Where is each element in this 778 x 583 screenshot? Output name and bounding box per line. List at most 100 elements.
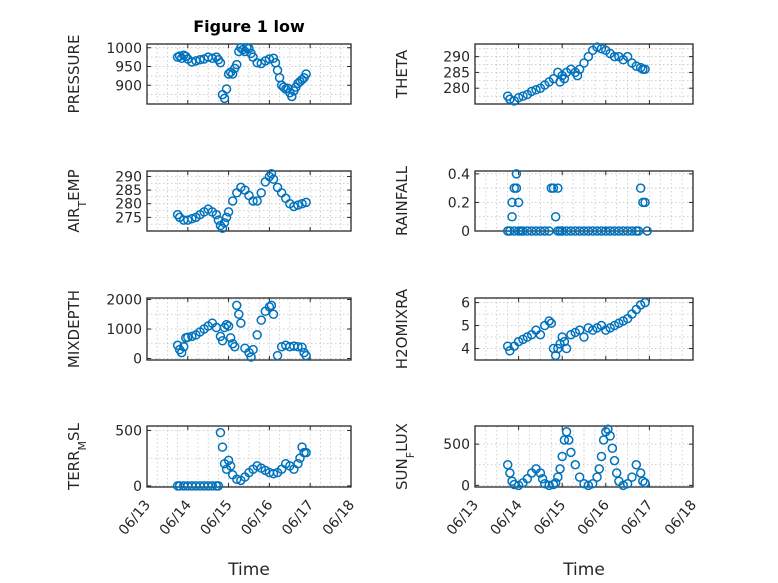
data-point	[223, 455, 234, 466]
y-tick-label: 950	[115, 60, 142, 76]
data-point	[183, 215, 193, 225]
data-point	[540, 478, 550, 489]
data-point	[638, 476, 648, 486]
data-point	[611, 468, 622, 478]
subplot-1: 900 950 1000 PRESSURE Figure 1 low	[65, 17, 352, 114]
data-point	[195, 55, 205, 65]
y-axis-label: RAINFALL	[393, 165, 411, 236]
data-point	[225, 461, 236, 471]
subplot-8: 0 500 06/13 06/14 06/15 06/16 06/17 06/18 Time SU…	[393, 423, 700, 580]
x-tick-label: 06/14	[157, 497, 195, 538]
data-point	[252, 196, 262, 206]
data-point	[172, 209, 183, 220]
y-tick-label: 0	[133, 352, 142, 368]
data-point	[297, 198, 307, 209]
x-tick-label: 06/15	[197, 497, 235, 538]
data-point	[518, 91, 528, 101]
x-tick-label: 06/16	[238, 497, 276, 538]
data-point	[640, 64, 650, 75]
data-point	[596, 451, 607, 462]
data-point	[598, 435, 609, 445]
data-point	[227, 69, 238, 79]
x-tick-label: 06/13	[116, 497, 154, 538]
data-point	[293, 458, 303, 469]
data-point	[207, 481, 218, 491]
data-point	[268, 53, 279, 63]
data-point	[234, 309, 244, 319]
y-tick-label: 1000	[106, 322, 142, 338]
y-tick-label: 900	[115, 78, 142, 94]
y-tick-label: 0	[461, 224, 470, 240]
data-point	[287, 91, 297, 102]
y-axis-label: SUNFLUX	[393, 423, 417, 490]
y-axis-label: PRESSURE	[65, 35, 83, 114]
data-point	[181, 51, 191, 62]
y-tick-label: 280	[443, 81, 470, 97]
data-point	[183, 332, 193, 343]
data-point	[526, 86, 537, 97]
data-point	[570, 459, 581, 470]
subplot-5: 0 1000 2000 MIXDEPTH	[65, 290, 352, 368]
data-point	[579, 332, 589, 342]
axes-frame	[474, 43, 694, 105]
data-point	[187, 331, 197, 342]
data-point	[609, 455, 620, 466]
data-point	[293, 341, 303, 352]
data-point	[557, 451, 567, 462]
data-point	[553, 472, 563, 482]
y-tick-label: 500	[443, 437, 470, 453]
data-point	[640, 297, 650, 308]
data-point	[213, 481, 224, 491]
axes-frame	[146, 170, 352, 232]
data-point	[642, 226, 652, 236]
y-tick-label: 1000	[106, 41, 142, 57]
data-point	[244, 43, 254, 54]
data-point	[248, 196, 258, 206]
data-point	[301, 447, 311, 458]
y-tick-label: 285	[443, 65, 470, 81]
data-point	[627, 226, 637, 236]
data-point	[174, 51, 185, 61]
data-point	[502, 459, 513, 470]
axes-frame	[146, 425, 352, 488]
data-point	[256, 315, 266, 325]
data-point	[219, 218, 230, 228]
data-point	[561, 427, 572, 437]
y-tick-label: 275	[115, 210, 142, 226]
data-point	[550, 478, 561, 488]
data-point	[550, 211, 561, 222]
data-point	[301, 69, 311, 79]
data-point	[176, 347, 187, 358]
data-point	[229, 341, 240, 352]
data-point	[272, 182, 283, 193]
data-point	[635, 468, 646, 478]
data-point	[215, 427, 226, 438]
y-axis-label: H2OMIXRA	[393, 288, 411, 369]
data-point	[596, 43, 607, 54]
data-point	[635, 62, 646, 73]
data-point	[301, 350, 311, 361]
data-point	[640, 197, 650, 208]
subplot-7: 0 500 06/13 06/14 06/15 06/16 06/17 06/18 Time TE…	[65, 422, 358, 580]
data-point	[227, 196, 238, 206]
data-point	[592, 472, 602, 482]
data-point	[301, 197, 311, 208]
data-point	[557, 332, 567, 342]
data-point	[178, 341, 189, 352]
data-point	[553, 183, 563, 193]
data-point	[223, 207, 234, 217]
data-point	[217, 223, 228, 234]
data-point	[607, 443, 618, 454]
data-point	[211, 209, 222, 220]
data-point	[293, 200, 303, 210]
data-point	[215, 58, 226, 68]
data-point	[248, 344, 258, 355]
data-point	[587, 478, 598, 489]
data-point	[627, 472, 637, 482]
x-axis-label: Time	[227, 560, 270, 580]
data-point	[574, 325, 585, 335]
chart-title: Figure 1 low	[193, 17, 305, 36]
data-point	[548, 183, 559, 193]
